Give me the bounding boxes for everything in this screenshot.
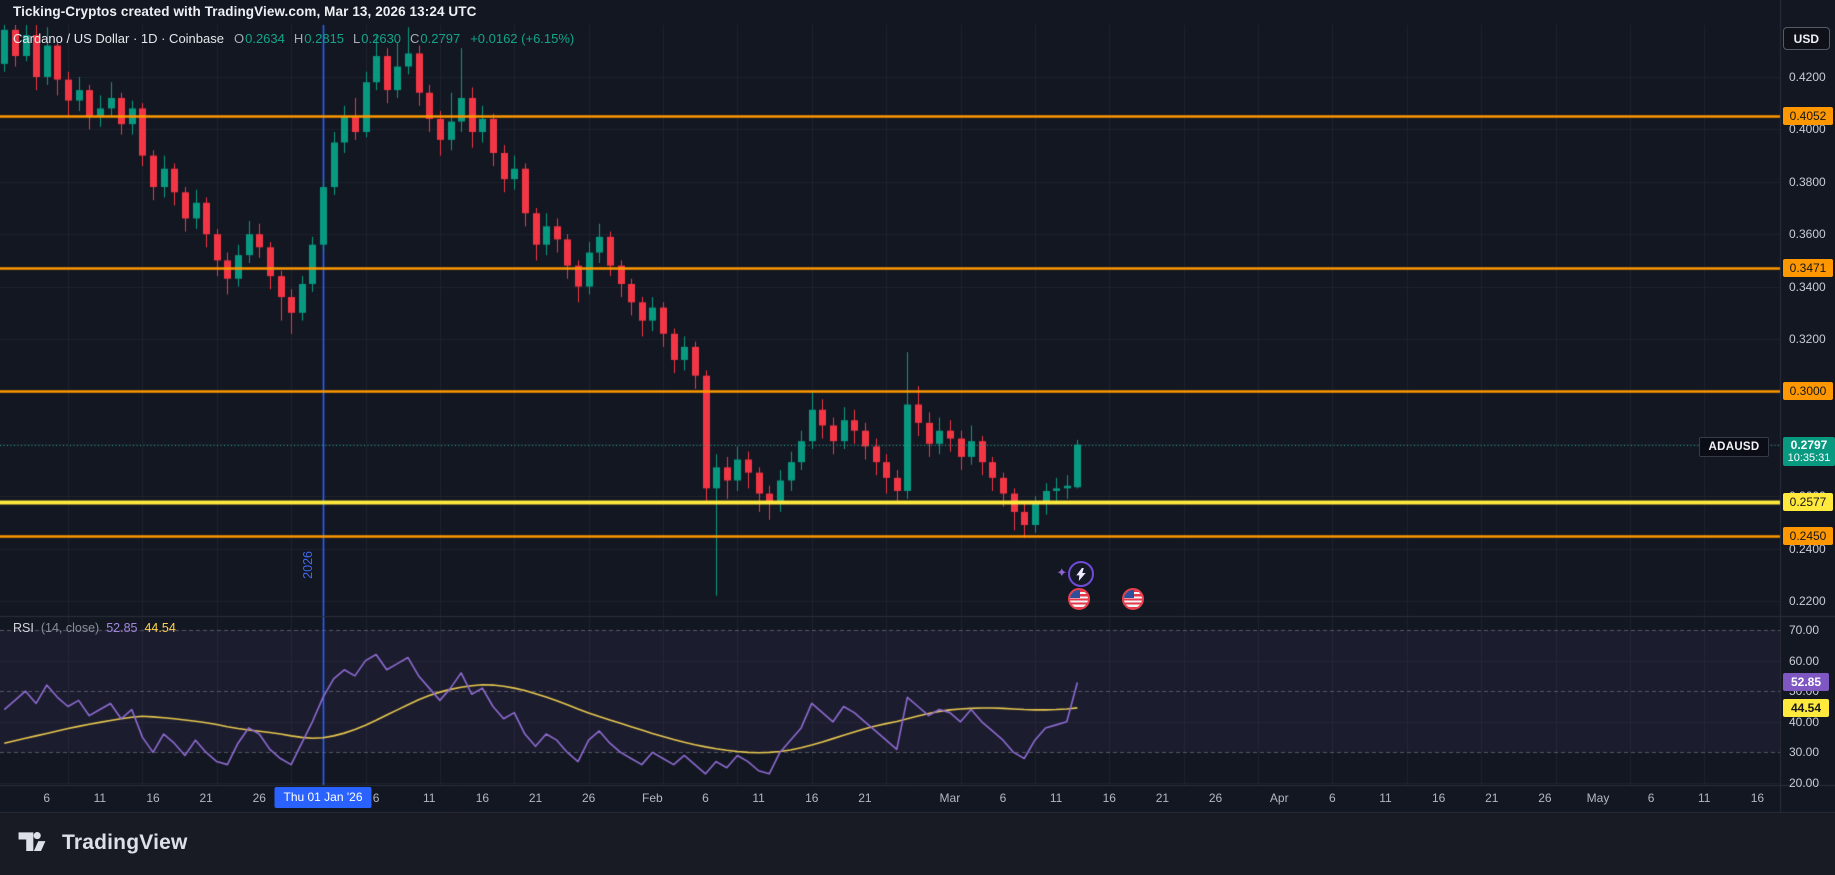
symbol-price-label: ADAUSD <box>1699 437 1769 457</box>
time-tick-label: 26 <box>1208 791 1223 805</box>
rsi-tick-label: 30.00 <box>1789 745 1820 760</box>
symbol-title[interactable]: Cardano / US Dollar · 1D · Coinbase <box>13 31 224 46</box>
price-tick-label: 0.2200 <box>1789 594 1826 608</box>
tradingview-brand[interactable]: TradingView <box>18 829 188 856</box>
time-tick-label: Mar <box>939 791 961 805</box>
time-tick-label: 26 <box>1538 791 1552 805</box>
high-value: H0.2815 <box>293 31 345 46</box>
time-tick-label: Apr <box>1269 791 1289 805</box>
rsi-ma-value: 44.54 <box>144 621 176 635</box>
last-price-label: 0.2797 10:35:31 <box>1783 437 1835 466</box>
level-price-label: 0.3471 <box>1783 258 1833 277</box>
price-tick-label: 0.3600 <box>1789 227 1826 242</box>
time-tick-label: May <box>1586 791 1610 805</box>
time-tick-label: 11 <box>93 791 107 805</box>
time-tick-label: 21 <box>1155 791 1170 805</box>
level-price-label: 0.4052 <box>1783 106 1833 125</box>
time-tick-label: 16 <box>1431 791 1446 805</box>
time-tick-label: 21 <box>199 791 213 805</box>
sparkle-icon: ✦ <box>1056 565 1068 580</box>
rsi-current-value: 52.85 <box>106 621 138 635</box>
currency-toggle-button[interactable]: USD <box>1782 27 1830 50</box>
lightning-event-icon[interactable] <box>1068 561 1095 587</box>
flag-canton <box>1070 590 1081 598</box>
time-tick-label: 11 <box>1049 791 1063 805</box>
rsi-tick-label: 20.00 <box>1789 776 1820 790</box>
time-tick-label: 6 <box>1647 791 1655 805</box>
close-value: C0.2797 <box>410 31 461 46</box>
level-price-label: 0.2577 <box>1783 493 1833 512</box>
rsi-tick-label: 60.00 <box>1789 653 1820 668</box>
time-tick-label: 6 <box>372 791 380 805</box>
open-value: O0.2634 <box>233 31 285 46</box>
us-flag-event-icon[interactable] <box>1121 588 1144 610</box>
rsi-tick-label: 70.00 <box>1789 623 1820 637</box>
last-price-value: 0.2797 <box>1790 438 1828 452</box>
level-price-label: 0.2450 <box>1783 526 1833 545</box>
time-tick-label: 11 <box>1379 791 1392 805</box>
time-tick-label: 21 <box>858 791 872 805</box>
level-price-label: 0.3000 <box>1783 382 1833 401</box>
time-tick-label: 16 <box>146 791 160 805</box>
rsi-indicator-header[interactable]: RSI (14, close) 52.85 44.54 <box>13 621 176 635</box>
rsi-value-label: 52.85 <box>1783 673 1829 692</box>
time-tick-label: 6 <box>702 791 709 805</box>
rsi-value-label: 44.54 <box>1783 698 1829 717</box>
price-tick-label: 0.2400 <box>1789 541 1826 556</box>
time-tick-label: 11 <box>1698 791 1711 805</box>
low-value: L0.2630 <box>353 31 402 46</box>
ohlc-values: O0.2634 H0.2815 L0.2630 C0.2797 <box>234 31 460 46</box>
rsi-title: RSI <box>13 621 34 635</box>
us-flag-event-icon[interactable] <box>1068 588 1091 610</box>
time-tick-label: 21 <box>1485 791 1499 805</box>
watermark-title: Ticking-Cryptos created with TradingView… <box>13 4 477 19</box>
year-divider-label: 2026 <box>301 551 315 579</box>
time-axis-date-label: Thu 01 Jan '26 <box>274 787 372 808</box>
time-tick-label: Feb <box>642 791 663 805</box>
change-value: +0.0162 (+6.15%) <box>470 31 575 46</box>
price-tick-label: 0.3400 <box>1789 279 1826 294</box>
price-tick-label: 0.4200 <box>1789 70 1826 84</box>
time-tick-label: 16 <box>1750 791 1765 805</box>
rsi-params: (14, close) <box>40 621 100 635</box>
time-tick-label: 6 <box>1329 791 1336 805</box>
tradingview-logo-icon <box>18 829 52 856</box>
price-tick-label: 0.3200 <box>1789 332 1826 346</box>
price-tick-label: 0.4000 <box>1789 122 1826 137</box>
time-tick-label: 16 <box>475 791 490 805</box>
rsi-tick-label: 40.00 <box>1789 714 1820 729</box>
time-tick-label: 21 <box>528 791 543 805</box>
symbol-info-bar[interactable]: Cardano / US Dollar · 1D · Coinbase O0.2… <box>13 31 574 46</box>
tradingview-wordmark: TradingView <box>62 830 188 854</box>
time-tick-label: 16 <box>805 791 819 805</box>
bar-countdown: 10:35:31 <box>1787 452 1831 464</box>
time-tick-label: 11 <box>423 791 436 805</box>
price-tick-label: 0.3800 <box>1789 174 1826 189</box>
time-tick-label: 11 <box>752 791 765 805</box>
flag-canton <box>1123 590 1134 598</box>
time-tick-label: 26 <box>252 791 266 805</box>
time-tick-label: 6 <box>43 791 51 805</box>
time-tick-label: 16 <box>1102 791 1116 805</box>
footer-bar: TradingView <box>0 813 1835 875</box>
time-tick-label: 26 <box>581 791 596 805</box>
time-tick-label: 6 <box>999 791 1007 805</box>
